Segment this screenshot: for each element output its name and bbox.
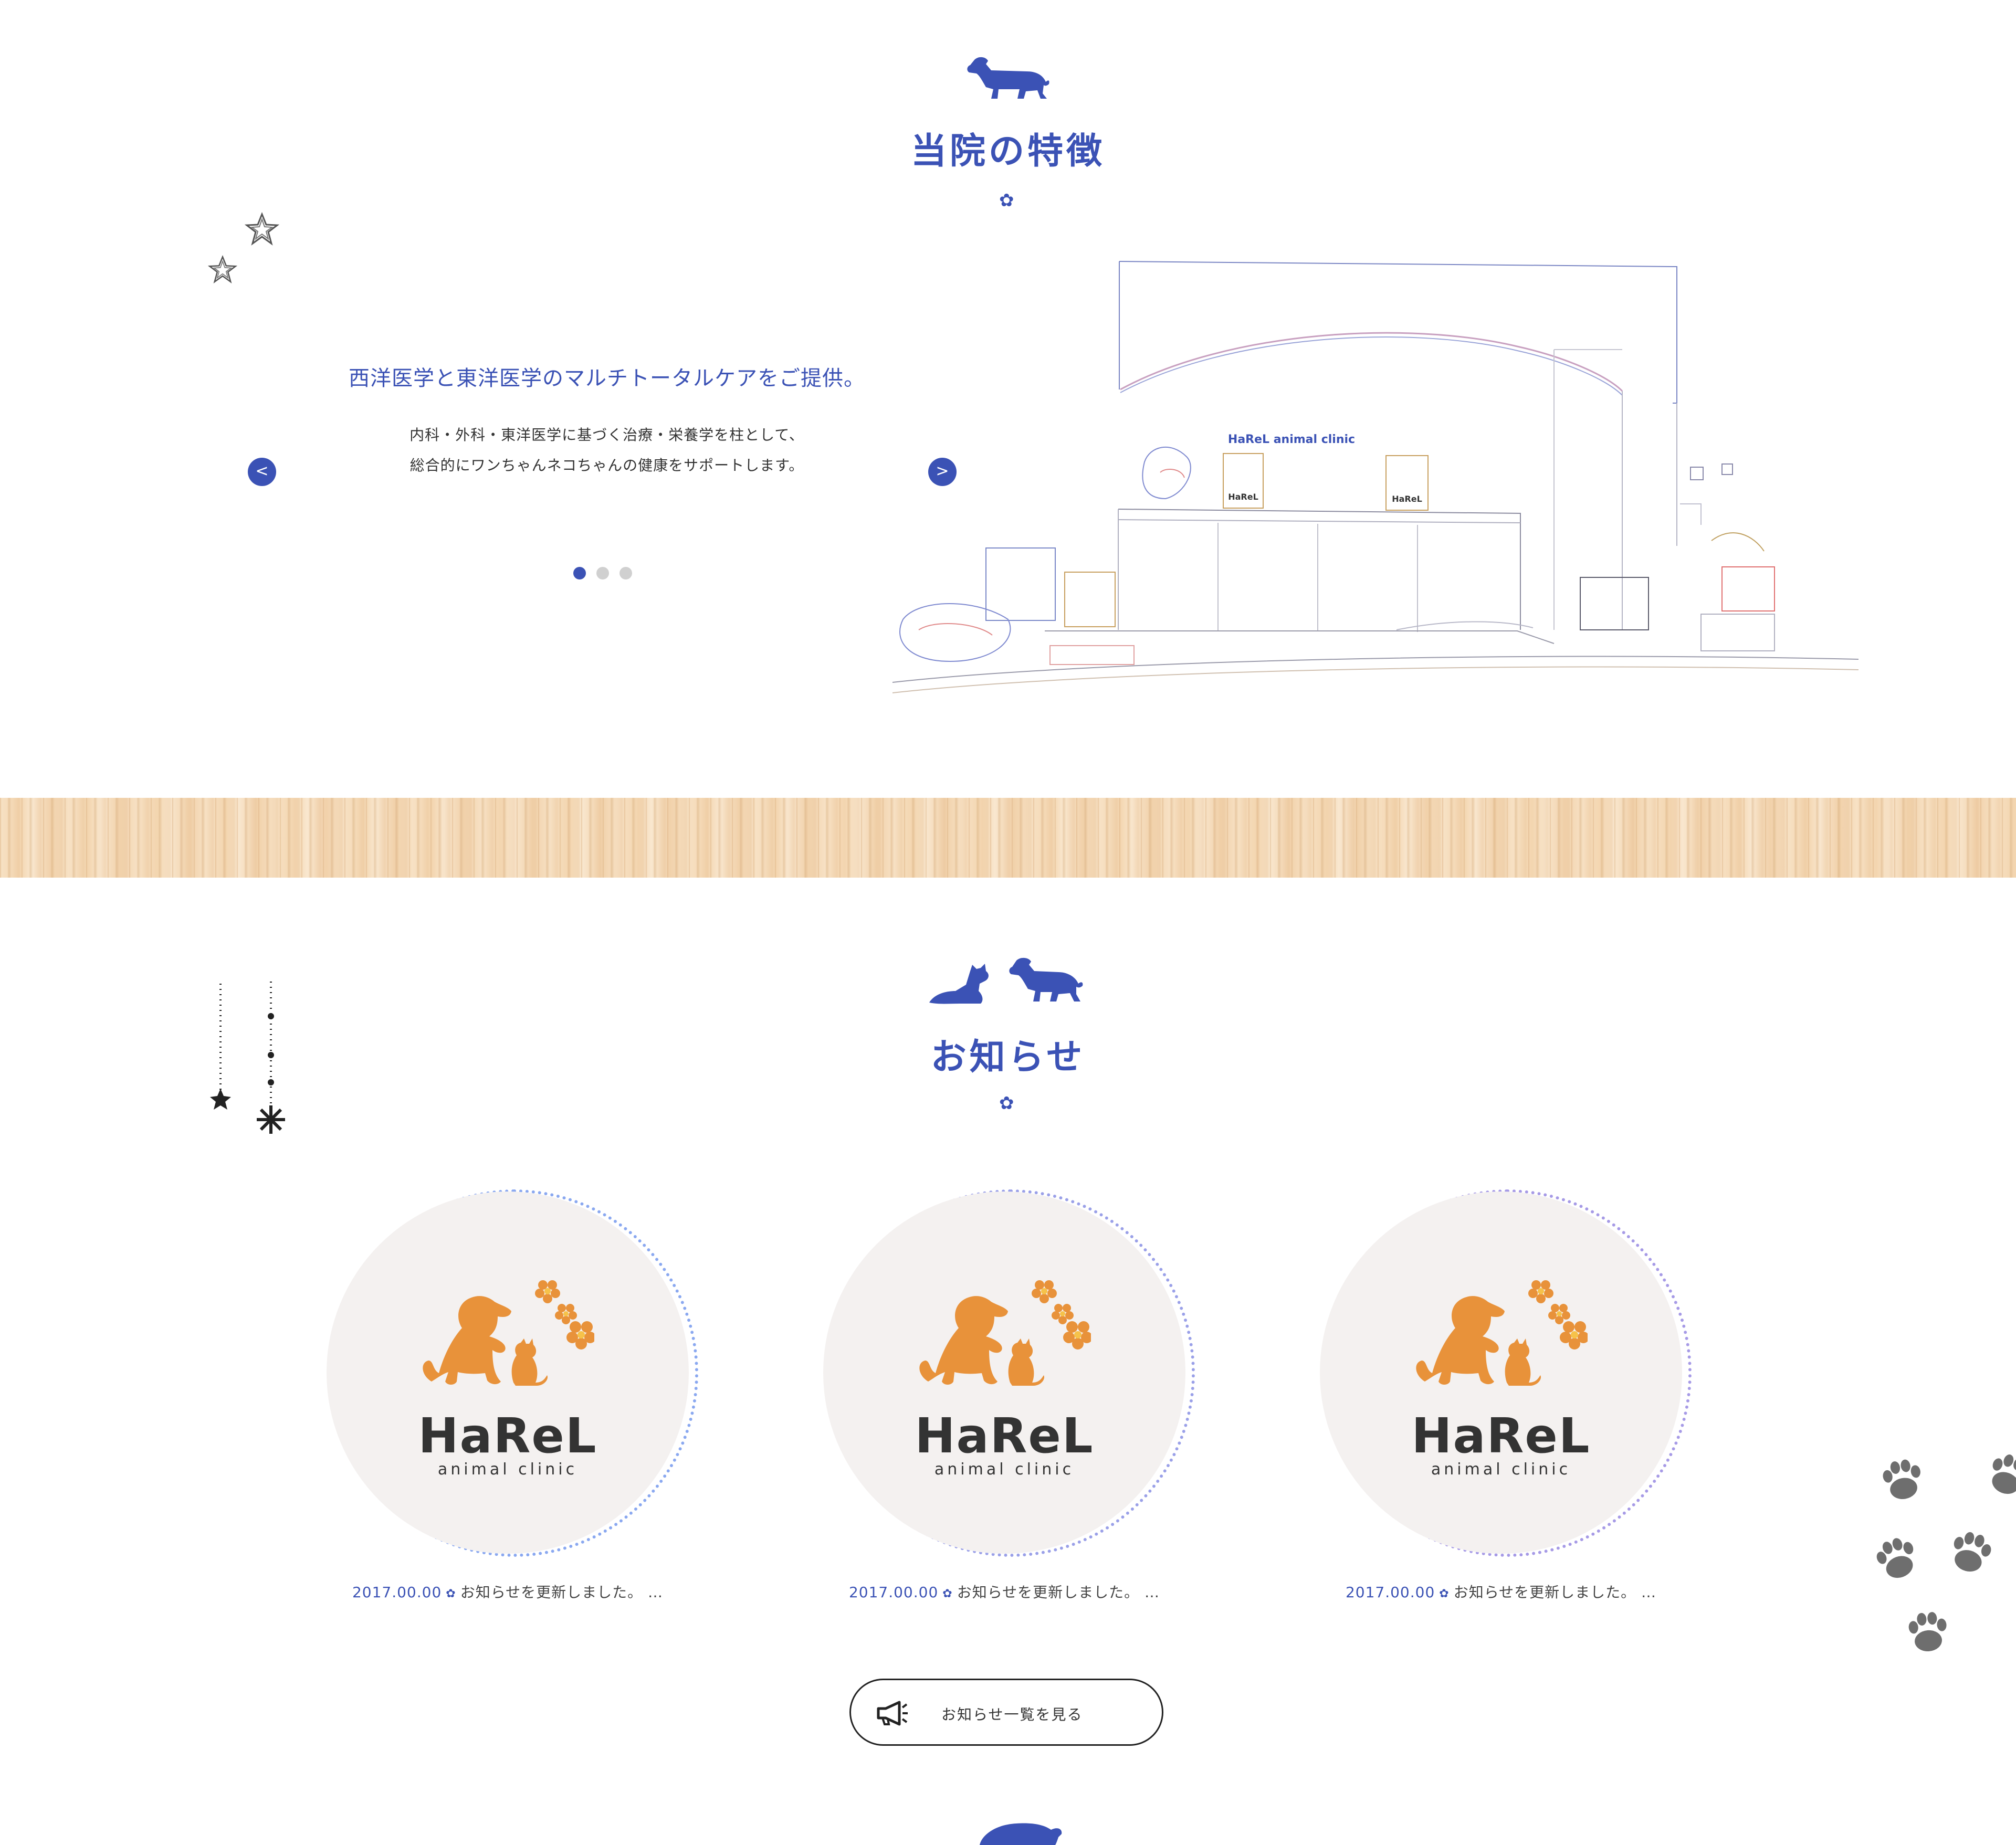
slide-heading: 西洋医学と東洋医学のマルチトータルケアをご提供。 [349, 366, 865, 391]
clinic-logo-subtext: animal clinic [437, 1460, 578, 1479]
news-date: 2017.00.00 [1345, 1584, 1435, 1601]
slider-dot[interactable] [596, 567, 609, 579]
news-list-button-label: お知らせ一覧を見る [941, 1706, 1083, 1723]
flower-icon: ✿ [1439, 1587, 1450, 1600]
news-text[interactable]: お知らせを更新しました。 … [957, 1584, 1160, 1601]
slide-body-line: 内科・外科・東洋医学に基づく治療・栄養学を柱として、 [410, 426, 804, 444]
news-card[interactable]: HaReL animal clinic 2017.00.00 ✿ お知らせを更新しま… [1320, 1189, 1692, 1602]
dachshund-icon [967, 57, 1049, 99]
clinic-logo-text: HaReL [915, 1408, 1094, 1464]
slider-dot[interactable] [620, 567, 632, 579]
slider-dot[interactable] [573, 567, 586, 579]
animal-silhouette-icon [980, 1823, 1062, 1845]
reception-logo: HaReL [1392, 494, 1422, 504]
slider-dots [573, 567, 632, 579]
news-thumbnail[interactable]: HaReL animal clinic [1320, 1189, 1692, 1559]
cat-and-dog-icon [929, 957, 1083, 1004]
news-date: 2017.00.00 [848, 1584, 939, 1601]
clinic-logo-subtext: animal clinic [934, 1460, 1075, 1479]
news-text[interactable]: お知らせを更新しました。 … [460, 1584, 664, 1601]
clinic-logo-icon [1416, 1280, 1588, 1386]
features-title: 当院の特徴 [910, 131, 1105, 172]
news-card[interactable]: HaReL animal clinic 2017.00.00 ✿ お知らせを更新しま… [327, 1189, 698, 1602]
news-thumbnail[interactable]: HaReL animal clinic [327, 1189, 698, 1559]
clinic-logo-text: HaReL [418, 1408, 597, 1464]
clinic-logo-icon [423, 1280, 594, 1386]
news-date: 2017.00.00 [352, 1584, 442, 1601]
slider-prev-button[interactable]: < [248, 458, 276, 486]
slider-next-button[interactable]: > [928, 458, 957, 486]
clinic-logo-icon [919, 1280, 1091, 1386]
star-doodle-icon [208, 255, 237, 284]
star-doodle-icon [245, 212, 279, 246]
news-meta[interactable]: 2017.00.00 ✿ お知らせを更新しました。 … [327, 1581, 689, 1602]
reception-logo: HaReL [1228, 492, 1258, 502]
clinic-logo-subtext: animal clinic [1431, 1460, 1571, 1479]
thumbnail-bg [1320, 1192, 1682, 1554]
news-meta[interactable]: 2017.00.00 ✿ お知らせを更新しました。 … [1320, 1581, 1682, 1602]
flower-icon: ✿ [446, 1587, 456, 1600]
news-title: お知らせ [930, 1037, 1086, 1078]
reception-sign: HaReL animal clinic [1228, 433, 1355, 446]
slide-body-line: 総合的にワンちゃんネコちゃんの健康をサポートします。 [410, 457, 804, 474]
news-meta[interactable]: 2017.00.00 ✿ お知らせを更新しました。 … [823, 1581, 1185, 1602]
news-text[interactable]: お知らせを更新しました。 … [1453, 1584, 1657, 1601]
news-thumbnail[interactable]: HaReL animal clinic [823, 1189, 1195, 1559]
megaphone-icon [877, 1701, 908, 1726]
slide-body: 内科・外科・東洋医学に基づく治療・栄養学を柱として、 総合的にワンちゃんネコちゃ… [344, 420, 869, 481]
reception-image: HaReL animal clinic HaReL HaReL [892, 261, 1859, 693]
wood-divider [0, 798, 2016, 878]
news-list-button[interactable]: お知らせ一覧を見る [849, 1679, 1163, 1746]
hanging-stars-icon [210, 982, 285, 1134]
clinic-logo-text: HaReL [1411, 1408, 1591, 1464]
thumbnail-bg [327, 1192, 689, 1554]
thumbnail-bg [823, 1192, 1185, 1554]
news-card[interactable]: HaReL animal clinic 2017.00.00 ✿ お知らせを更新しま… [823, 1189, 1195, 1602]
flower-icon: ✿ [999, 1093, 1014, 1114]
paw-prints-icon [1876, 1454, 2016, 1652]
flower-icon: ✿ [999, 190, 1014, 211]
flower-icon: ✿ [942, 1587, 953, 1600]
